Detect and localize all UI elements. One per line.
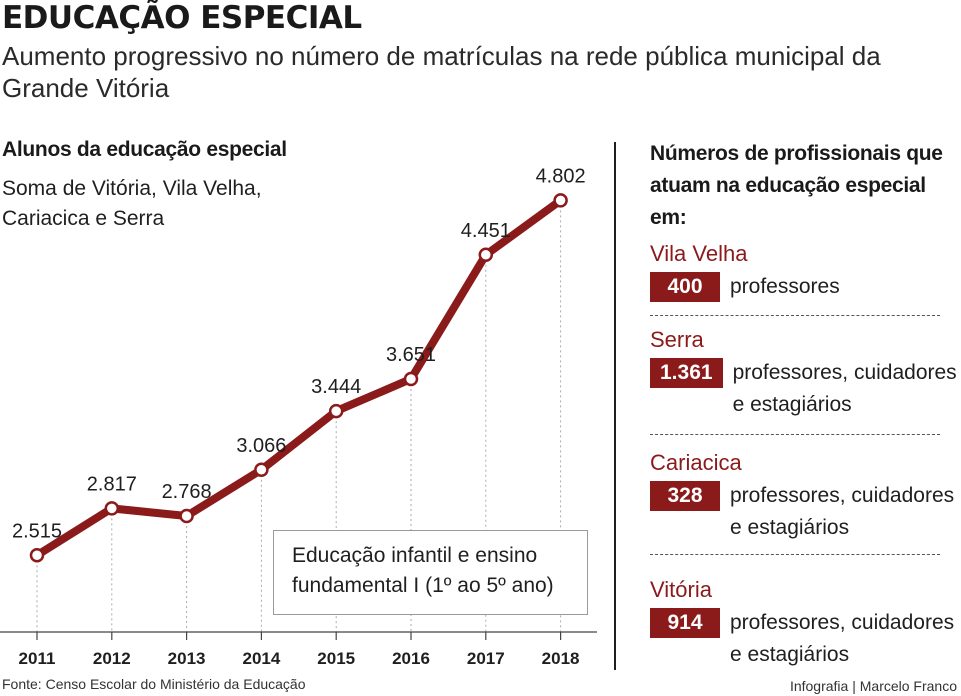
data-label: 3.651	[386, 344, 436, 366]
source-note: Fonte: Censo Escolar do Ministério da Ed…	[2, 676, 306, 692]
data-label: 3.444	[311, 376, 361, 398]
city-block-vitoria: Vitória 914 professores, cuidadores e es…	[650, 576, 960, 671]
panel-divider	[614, 142, 616, 670]
data-label: 4.451	[461, 220, 511, 242]
x-tick-label: 2018	[542, 649, 580, 668]
data-point	[553, 193, 568, 208]
x-tick-label: 2017	[467, 649, 505, 668]
dashed-separator	[650, 554, 940, 555]
count-badge: 1.361	[650, 358, 723, 388]
count-description: professores, cuidadores e estagiários	[730, 611, 955, 666]
x-tick-label: 2015	[317, 649, 355, 668]
count-badge: 400	[650, 272, 720, 302]
city-name: Serra	[650, 327, 704, 352]
city-block-cariacica: Cariacica 328 professores, cuidadores e …	[650, 449, 960, 544]
city-block-vila-velha: Vila Velha 400 professores	[650, 240, 960, 303]
data-label: 4.802	[536, 165, 586, 187]
data-label: 3.066	[236, 435, 286, 457]
dashed-separator	[650, 434, 940, 435]
city-block-serra: Serra 1.361 professores, cuidadores e es…	[650, 326, 960, 421]
city-name: Vitória	[650, 577, 712, 602]
count-description: professores	[730, 275, 840, 298]
x-tick-label: 2011	[19, 649, 56, 668]
series-line	[33, 196, 565, 560]
x-tick-label: 2016	[392, 649, 430, 668]
data-point	[403, 371, 419, 387]
count-badge: 328	[650, 481, 720, 511]
data-point	[104, 501, 120, 516]
city-name: Vila Velha	[650, 241, 748, 266]
line-chart: 2.515 2.817 2.768 3.066 3.444 3.651 4.451 4.802…	[0, 165, 597, 668]
dashed-separator	[650, 315, 940, 316]
count-description: professores, cuidadores e estagiários	[732, 361, 957, 416]
data-label: 2.515	[12, 520, 62, 542]
x-tick-label: 2013	[168, 649, 206, 668]
data-label: 2.817	[87, 473, 137, 495]
chart-heading: Alunos da educação especial	[2, 138, 287, 161]
data-label: 2.768	[162, 481, 212, 503]
x-tick-label: 2012	[93, 649, 131, 668]
x-tick-label: 2014	[242, 649, 280, 668]
panel-heading: Números de profissionais que atuam na ed…	[650, 142, 943, 229]
data-point	[478, 247, 494, 263]
data-point	[328, 403, 344, 419]
credit-note: Infografia | Marcelo Franco	[789, 678, 957, 694]
data-point	[179, 508, 194, 524]
chart-legend-box: Educação infantil e ensino fundamental I…	[273, 530, 588, 615]
city-name: Cariacica	[650, 450, 742, 475]
legend-text: Educação infantil e ensino fundamental I…	[292, 544, 554, 597]
data-point	[29, 548, 45, 563]
count-badge: 914	[650, 608, 720, 638]
data-point	[254, 462, 269, 478]
page-subtitle: Aumento progressivo no número de matrícu…	[2, 41, 881, 103]
count-description: professores, cuidadores e estagiários	[730, 484, 955, 539]
page-title: EDUCAÇÃO ESPECIAL	[2, 0, 362, 36]
chart-subheading: Soma de Vitória, Vila Velha, Cariacica e…	[2, 177, 262, 230]
